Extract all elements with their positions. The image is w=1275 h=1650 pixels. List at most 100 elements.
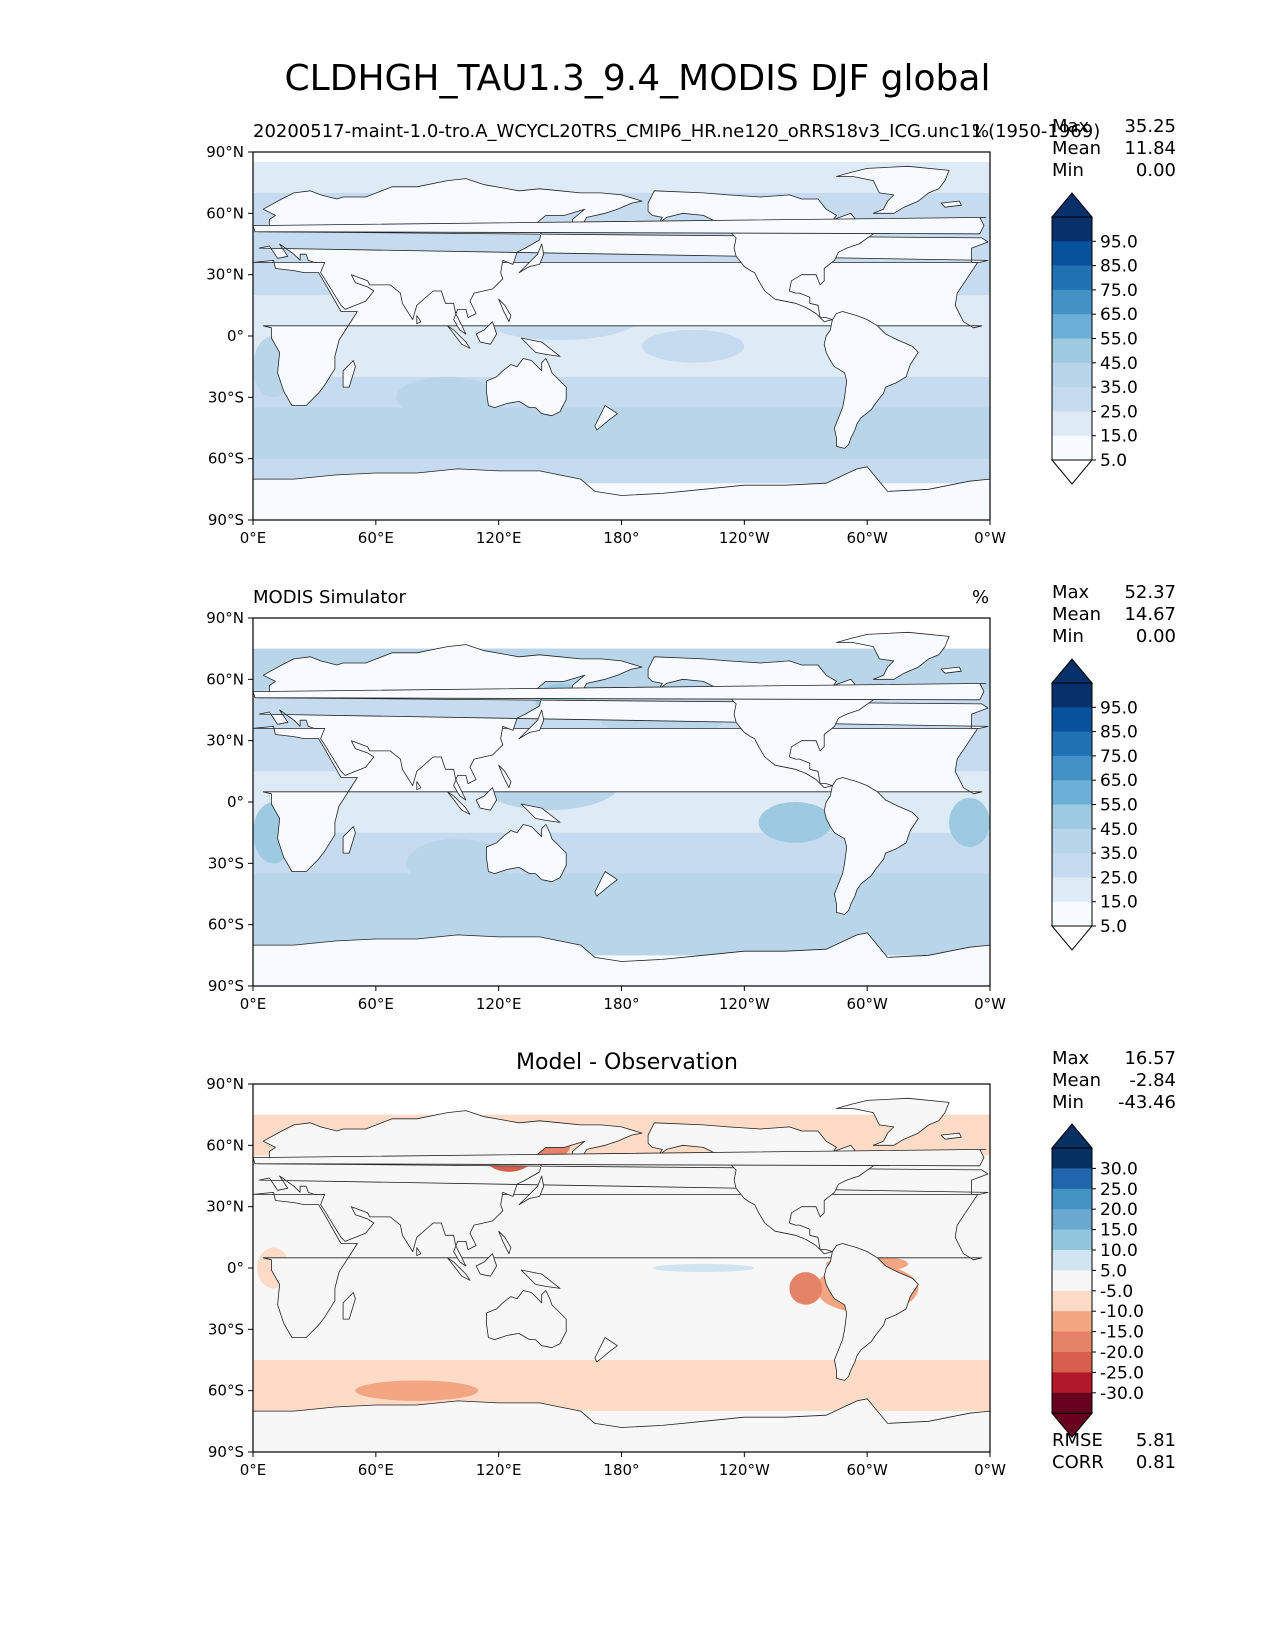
x-tick-label: 120°E <box>476 529 522 547</box>
field-blob <box>652 1263 755 1273</box>
field-band <box>253 873 990 942</box>
colorbar-tick-label: 10.0 <box>1100 1241 1138 1261</box>
coastline-philippines <box>498 298 512 323</box>
colorbar-extend-top <box>1050 192 1094 218</box>
colorbar-tick-label: 75.0 <box>1100 281 1138 301</box>
colorbar-frame <box>1051 1147 1093 1414</box>
coastline-nz <box>594 871 618 897</box>
colorbar-segment <box>1052 1148 1092 1169</box>
colorbar-segment <box>1052 1209 1092 1231</box>
field-blob <box>355 1380 479 1401</box>
coastline-iceland <box>940 200 962 208</box>
coastline-sumatra <box>447 1257 471 1281</box>
stat-label: Mean <box>1052 138 1102 159</box>
field-band <box>253 1360 990 1412</box>
colorbar-segment <box>1052 1392 1092 1414</box>
colorbar-segment <box>1052 1250 1092 1271</box>
colorbar-tick-label: 15.0 <box>1100 893 1138 913</box>
colorbar-tick-label: -25.0 <box>1100 1363 1144 1383</box>
stat-label: Mean <box>1052 1070 1102 1091</box>
colorbar-segment <box>1052 387 1092 412</box>
y-tick-label: 60°N <box>206 670 244 688</box>
colorbar-tick-label: 25.0 <box>1100 1180 1138 1200</box>
stat-value: 16.57 <box>1124 1048 1176 1069</box>
colorbar-extend-bottom <box>1050 1412 1094 1438</box>
colorbar-extend-bottom <box>1050 925 1094 951</box>
coastline-newguinea <box>520 1269 561 1289</box>
field-blob <box>789 1272 823 1305</box>
y-tick-label: 30°S <box>208 854 244 872</box>
colorbar-segment <box>1052 1188 1092 1210</box>
field-blob <box>641 329 745 363</box>
y-tick-label: 90°S <box>208 1443 244 1461</box>
coastline-nz <box>594 405 618 431</box>
colorbar-segment <box>1052 683 1092 708</box>
colorbar-tick-label: 30.0 <box>1100 1159 1138 1179</box>
coastline-iceland <box>940 666 962 674</box>
stat-value: 0.00 <box>1135 160 1176 181</box>
x-tick-label: 120°W <box>719 995 770 1013</box>
y-tick-label: 60°S <box>208 916 244 934</box>
y-tick-label: 0° <box>227 327 244 345</box>
coastline-iceland <box>940 1132 962 1140</box>
stat-value: -2.84 <box>1129 1070 1176 1091</box>
coastline-japan <box>518 243 545 274</box>
colorbar-tick-label: -5.0 <box>1100 1282 1133 1302</box>
colorbar-segment <box>1052 1290 1092 1312</box>
y-tick-label: 60°N <box>206 204 244 222</box>
coastline-borneo <box>475 321 498 345</box>
y-tick-label: 30°N <box>206 1198 244 1216</box>
y-tick-label: 30°S <box>208 1320 244 1338</box>
y-tick-label: 30°S <box>208 388 244 406</box>
coastline-australia <box>485 358 567 417</box>
field-band <box>253 152 990 163</box>
x-tick-label: 120°E <box>476 995 522 1013</box>
y-tick-label: 30°N <box>206 266 244 284</box>
field-band <box>253 407 990 459</box>
x-tick-label: 0°W <box>974 529 1006 547</box>
stat-label: Max <box>1052 582 1090 603</box>
colorbar-tick-label: 65.0 <box>1100 771 1138 791</box>
colorbar-tick-label: 45.0 <box>1100 354 1138 374</box>
coastline-nz <box>594 1337 618 1363</box>
x-tick-label: 180° <box>603 1461 639 1479</box>
colorbar-segment <box>1052 217 1092 242</box>
colorbar-blues: 95.0 85.0 75.0 65.0 55.0 45.0 35.0 25.0 15.0 5.0 <box>1050 192 1138 485</box>
stat-value: 14.67 <box>1124 604 1176 625</box>
x-tick-label: 0°W <box>974 1461 1006 1479</box>
coastline-madagascar <box>342 1292 356 1320</box>
panel-model-subtitle: 20200517-maint-1.0-tro.A_WCYCL20TRS_CMIP… <box>253 121 1101 142</box>
colorbar-segment <box>1052 1311 1092 1333</box>
coastline-madagascar <box>342 826 356 854</box>
colorbar-segment <box>1052 804 1092 830</box>
colorbar-tick-label: 95.0 <box>1100 232 1138 252</box>
coastline-sam <box>823 777 919 915</box>
x-tick-label: 120°W <box>719 529 770 547</box>
field-blob <box>949 797 990 847</box>
stat-value: 11.84 <box>1124 138 1176 159</box>
colorbar-tick-label: 65.0 <box>1100 305 1138 325</box>
colorbar-tick-label: 75.0 <box>1100 747 1138 767</box>
colorbar-segment <box>1052 853 1092 878</box>
x-tick-label: 180° <box>603 529 639 547</box>
coastline-srilanka <box>416 1247 422 1257</box>
colorbar-extend-top <box>1050 658 1094 684</box>
x-tick-label: 60°W <box>846 1461 888 1479</box>
coastline-uk <box>253 1149 987 1167</box>
field-blob <box>396 376 499 418</box>
colorbar-tick-label: 35.0 <box>1100 378 1138 398</box>
stat-value: -43.46 <box>1117 1092 1176 1113</box>
x-tick-label: 60°E <box>358 529 394 547</box>
coastline-japan <box>518 709 545 739</box>
stat-value: 0.81 <box>1135 1452 1176 1473</box>
colorbar-diff: 30.025.020.015.010.05.0-5.0-10.0-15.0-20… <box>1050 1123 1144 1438</box>
colorbar-tick-label: 15.0 <box>1100 1221 1138 1241</box>
colorbar-tick-label: 15.0 <box>1100 427 1138 447</box>
y-tick-label: 60°S <box>208 1382 244 1400</box>
colorbar-segment <box>1052 435 1092 461</box>
coastline-greenland <box>836 1097 950 1146</box>
coastline-newguinea <box>520 803 561 823</box>
colorbar-segment <box>1052 338 1092 364</box>
colorbar-tick-label: 25.0 <box>1100 868 1138 888</box>
